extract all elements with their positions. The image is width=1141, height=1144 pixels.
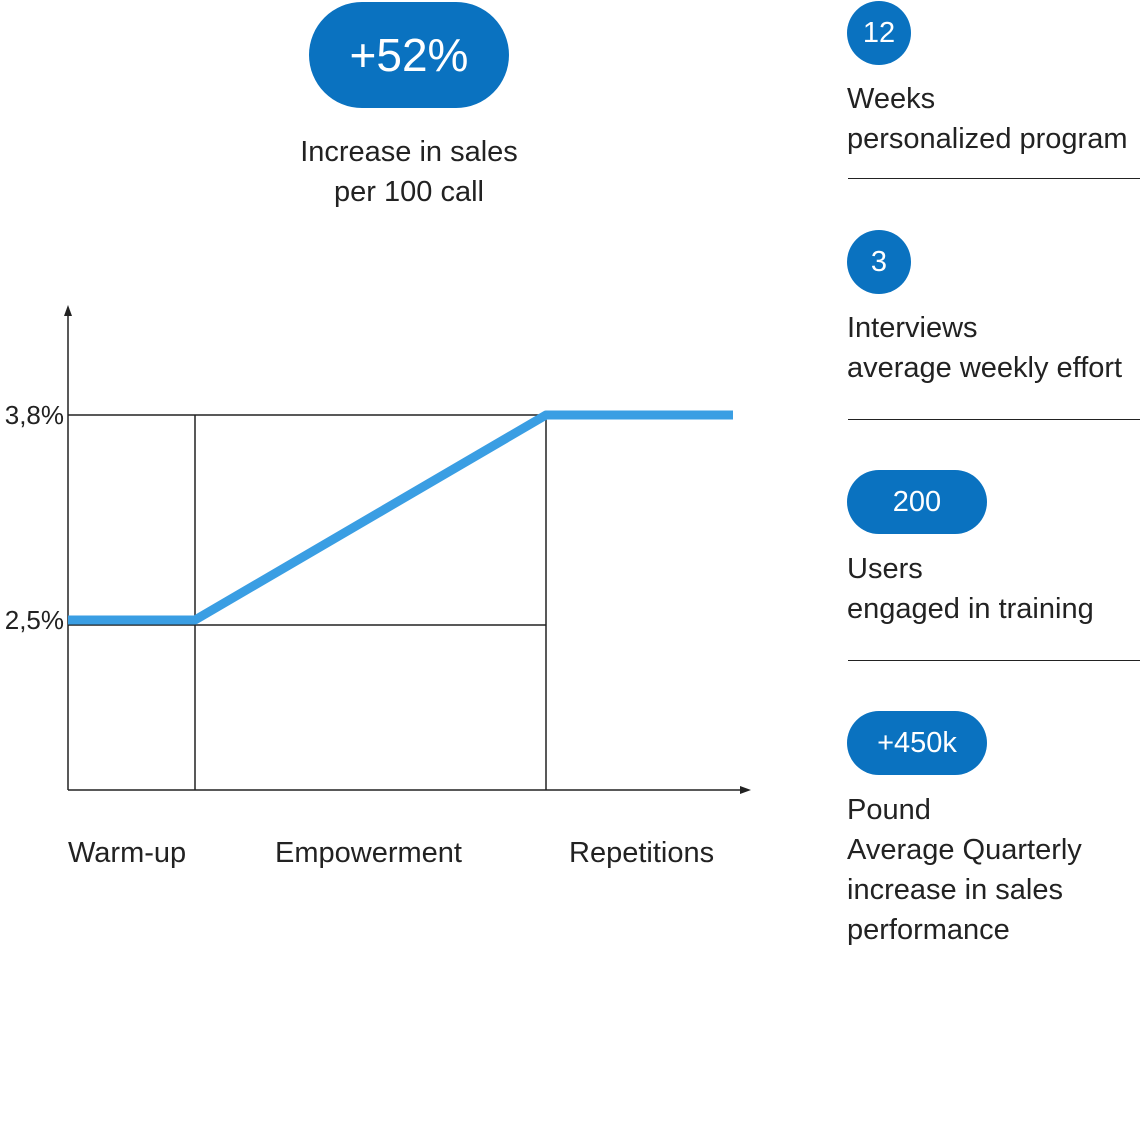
headline-value-badge: +52% [309, 2, 509, 108]
stat-pound-text: Pound Average Quarterly increase in sale… [847, 790, 1141, 950]
y-axis-arrow [64, 305, 72, 316]
chart-series [68, 410, 733, 625]
stat-interviews-text: Interviews average weekly effort [847, 308, 1141, 388]
stat-users-badge: 200 [847, 470, 987, 534]
stat-users-line1: Users [847, 553, 923, 585]
stat-divider [848, 178, 1140, 179]
stat-interviews-badge: 3 [847, 230, 911, 294]
stat-pound-line4: performance [847, 914, 1010, 946]
stat-pound-line2: Average Quarterly [847, 834, 1082, 866]
stat-divider [848, 419, 1140, 420]
x-category-label: Empowerment [275, 837, 462, 869]
stat-interviews-line2: average weekly effort [847, 352, 1123, 384]
stat-weeks-line2: personalized program [847, 123, 1128, 155]
headline-caption: Increase in sales per 100 call [259, 132, 559, 212]
stat-interviews-line1: Interviews [847, 312, 978, 344]
stat-users-line2: engaged in training [847, 593, 1094, 625]
stat-pound-line3: increase in sales [847, 874, 1063, 906]
stat-weeks-line1: Weeks [847, 83, 936, 115]
y-tick-label: 2,5% [5, 605, 64, 635]
stat-weeks-badge: 12 [847, 1, 911, 65]
stat-divider [848, 660, 1140, 661]
x-category-label: Repetitions [569, 837, 714, 869]
stat-interviews: 3 Interviews average weekly effort [847, 230, 1141, 388]
headline-caption-line1: Increase in sales [300, 136, 518, 168]
x-category-label: Warm-up [68, 837, 186, 869]
chart-axes [64, 305, 751, 794]
y-tick-label: 3,8% [5, 400, 64, 430]
chart-grid [68, 414, 547, 790]
stat-users-text: Users engaged in training [847, 549, 1141, 629]
stat-weeks: 12 Weeks personalized program [847, 1, 1141, 159]
series-line [68, 410, 733, 625]
sales-phase-chart: 2,5% 3,8% Warm-up Empowerment Repetitions [5, 305, 751, 869]
headline-caption-line2: per 100 call [334, 176, 484, 208]
stat-pound-line1: Pound [847, 794, 931, 826]
chart-labels: 2,5% 3,8% Warm-up Empowerment Repetitions [5, 400, 714, 869]
stat-pound: +450k Pound Average Quarterly increase i… [847, 711, 1141, 950]
stat-weeks-text: Weeks personalized program [847, 79, 1141, 159]
stat-users: 200 Users engaged in training [847, 470, 1141, 629]
stat-pound-badge: +450k [847, 711, 987, 775]
x-axis-arrow [740, 786, 751, 794]
